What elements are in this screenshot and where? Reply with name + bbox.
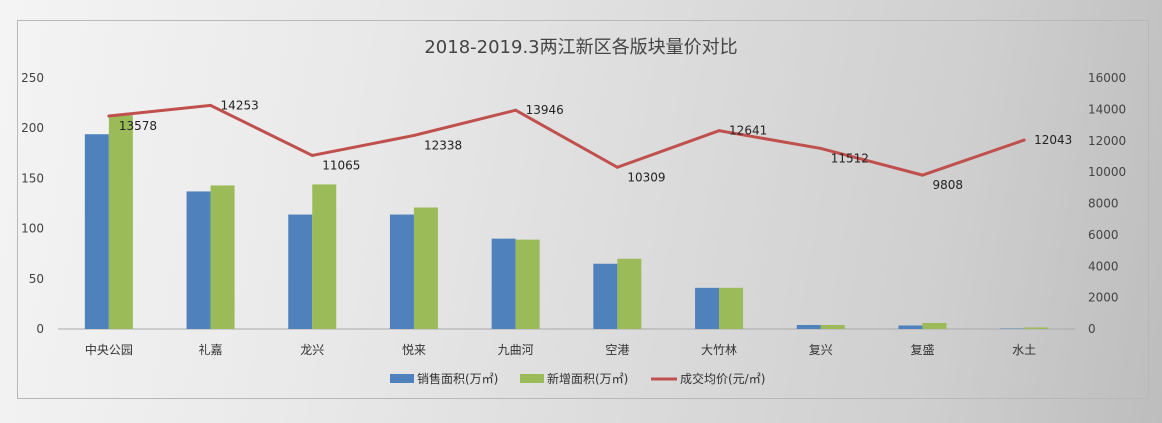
price-data-label: 14253: [221, 98, 259, 112]
bar-new-area: [820, 324, 845, 329]
legend-swatch: [520, 374, 544, 383]
bar-sales-area: [796, 324, 821, 329]
price-data-label: 13578: [119, 119, 157, 133]
price-point: [615, 165, 619, 169]
bar-new-area: [1024, 327, 1049, 329]
category-label: 中央公园: [85, 342, 133, 357]
bar-new-area: [108, 115, 133, 329]
bar-sales-area: [898, 325, 923, 329]
bar-sales-area: [1000, 328, 1025, 329]
price-data-label: 11065: [322, 158, 360, 172]
left-axis-tick: 50: [29, 272, 44, 286]
left-axis-tick: 200: [21, 121, 44, 135]
price-data-label: 12338: [424, 138, 462, 152]
bar-sales-area: [491, 238, 516, 329]
price-data-label: 11512: [831, 151, 869, 165]
right-axis-tick: 12000: [1088, 134, 1126, 148]
bar-new-area: [719, 287, 744, 329]
bar-sales-area: [288, 214, 313, 329]
right-axis-tick: 2000: [1088, 291, 1119, 305]
right-axis-tick: 14000: [1088, 102, 1126, 116]
category-label: 悦来: [402, 343, 426, 357]
price-point: [514, 108, 518, 112]
price-point: [412, 133, 416, 137]
category-label: 空港: [605, 343, 629, 357]
price-data-label: 13946: [526, 103, 564, 117]
bar-new-area: [515, 239, 540, 329]
bar-new-area: [617, 258, 642, 329]
bar-new-area: [210, 185, 235, 329]
right-axis-tick: 4000: [1088, 259, 1119, 273]
legend-label: 新增面积(万㎡): [547, 371, 628, 386]
bar-new-area: [413, 207, 438, 329]
left-axis-tick: 250: [21, 71, 44, 85]
chart-frame: [17, 20, 1149, 399]
price-point: [819, 146, 823, 150]
left-axis-tick: 100: [21, 222, 44, 236]
left-axis-tick: 150: [21, 171, 44, 185]
bar-new-area: [922, 322, 947, 329]
price-data-label: 12043: [1034, 133, 1072, 147]
price-point: [1022, 138, 1026, 142]
bar-new-area: [312, 184, 337, 329]
bar-sales-area: [695, 287, 720, 329]
category-label: 复盛: [910, 342, 934, 357]
right-axis-tick: 16000: [1088, 71, 1126, 85]
right-axis-tick: 8000: [1088, 197, 1119, 211]
price-point: [310, 153, 314, 157]
right-axis-tick: 0: [1088, 322, 1096, 336]
legend-label: 销售面积(万㎡): [417, 371, 498, 386]
price-point: [107, 114, 111, 118]
legend-label: 成交均价(元/㎡): [680, 371, 765, 386]
right-axis-tick: 6000: [1088, 228, 1119, 242]
price-line: [108, 103, 1025, 177]
category-label: 礼嘉: [199, 342, 223, 357]
price-data-label: 12641: [729, 124, 767, 138]
price-data-label: 10309: [627, 170, 665, 184]
legend-swatch: [390, 374, 414, 383]
bar-sales-area: [186, 191, 211, 329]
category-label: 大竹林: [701, 343, 737, 357]
bar-sales-area: [389, 214, 414, 329]
price-point: [717, 129, 721, 133]
category-label: 复兴: [809, 343, 833, 357]
category-label: 水土: [1012, 343, 1036, 357]
category-label: 九曲河: [498, 343, 534, 357]
category-label: 龙兴: [300, 343, 324, 357]
chart-title: 2018-2019.3两江新区各版块量价对比: [424, 37, 737, 58]
price-point: [920, 173, 924, 177]
right-axis-tick: 10000: [1088, 165, 1126, 179]
price-data-label: 9808: [932, 178, 963, 192]
bar-sales-area: [84, 134, 109, 329]
left-axis-tick: 0: [36, 322, 44, 336]
bar-sales-area: [593, 263, 618, 329]
price-point: [209, 103, 213, 107]
